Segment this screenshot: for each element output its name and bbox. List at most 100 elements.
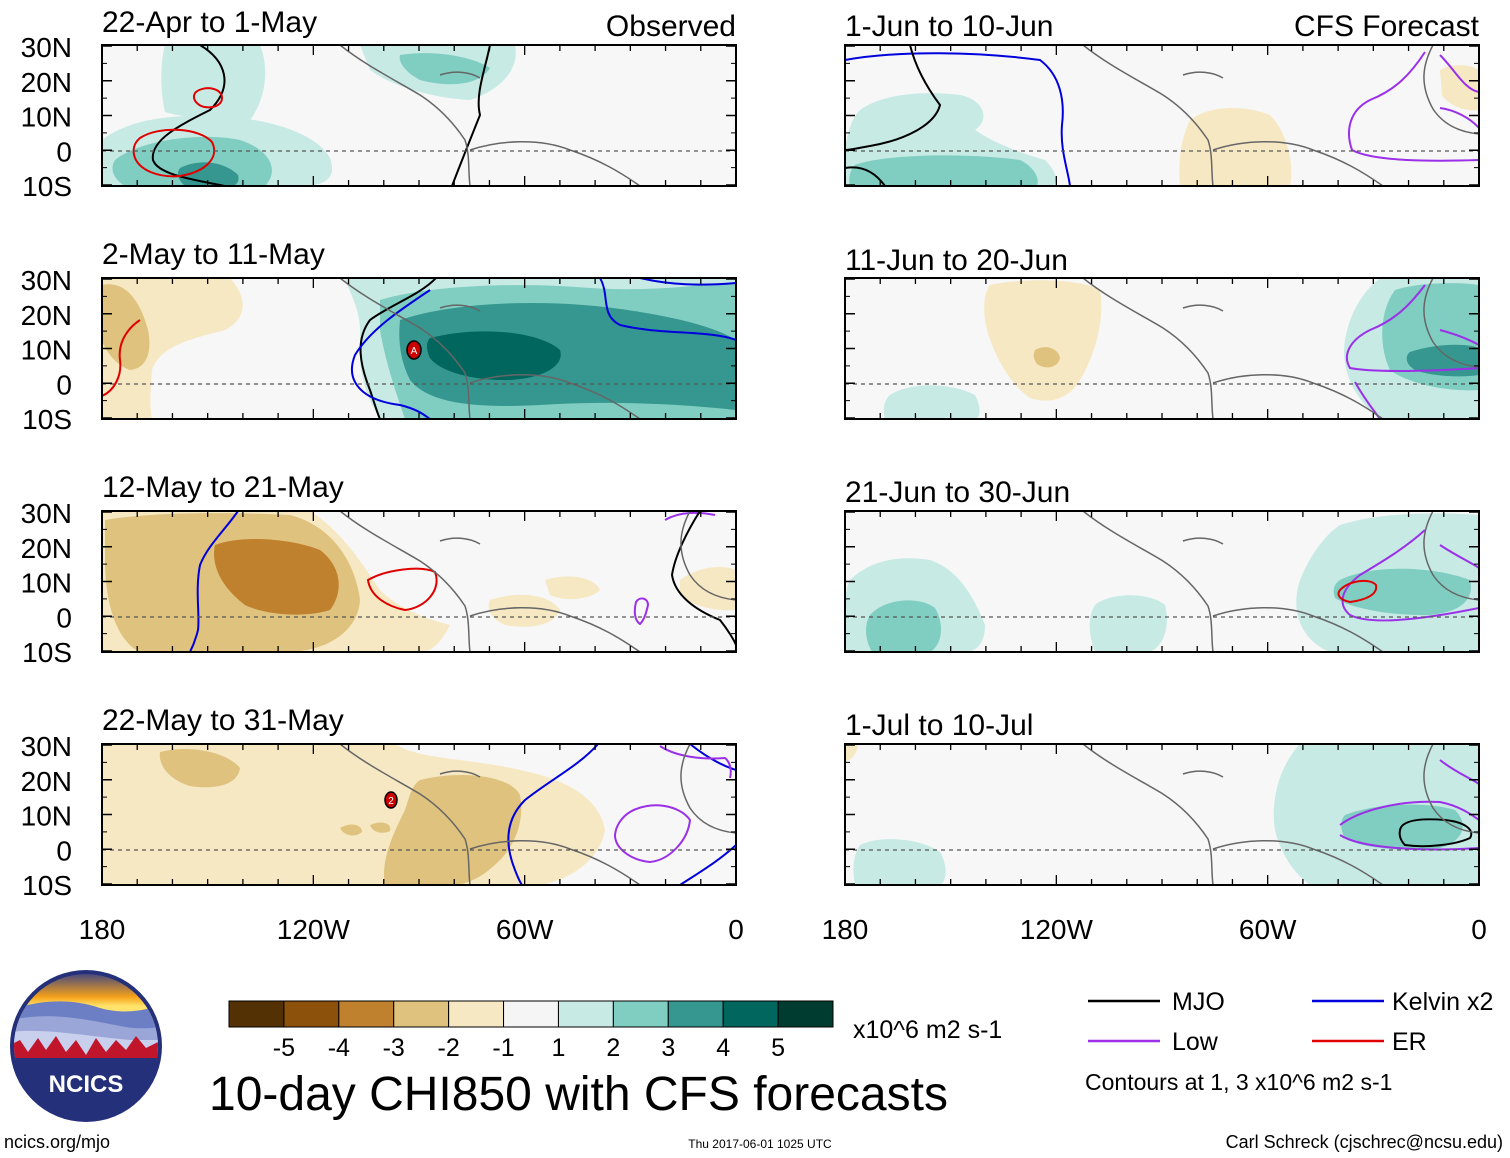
lat-tick-label: 30N bbox=[21, 265, 72, 296]
kelvin-contour bbox=[507, 744, 599, 885]
coastline bbox=[1082, 45, 1214, 186]
coastline bbox=[1423, 744, 1479, 834]
contour-note: Contours at 1, 3 x10^6 m2 s-1 bbox=[1085, 1069, 1392, 1095]
anomaly-negative bbox=[1440, 65, 1479, 111]
lon-tick-label: 120W bbox=[1020, 914, 1094, 945]
storm-symbol-label: 2 bbox=[388, 796, 394, 807]
coastline bbox=[1212, 840, 1384, 885]
colorbar-swatch bbox=[338, 1000, 395, 1028]
low-contour bbox=[664, 511, 716, 521]
site-url[interactable]: ncics.org/mjo bbox=[4, 1132, 110, 1152]
panel-title-forecast-1: 1-Jun to 10-Jun bbox=[845, 10, 1053, 43]
coastline bbox=[339, 511, 471, 652]
colorbar: -5 -4 -3 -2 -1 1 2 3 4 5 bbox=[228, 1000, 834, 1062]
colorbar-swatch bbox=[283, 1000, 340, 1028]
anomaly-positive bbox=[399, 53, 490, 85]
kelvin-contour bbox=[351, 289, 431, 419]
anomaly-positive bbox=[161, 45, 266, 120]
panel-title-observed-1: 22-Apr to 1-May bbox=[102, 6, 317, 39]
colorbar-label: -4 bbox=[328, 1034, 350, 1062]
timestamp: Thu 2017-06-01 1025 UTC bbox=[688, 1137, 832, 1151]
lon-tick-label: 60W bbox=[496, 914, 554, 945]
kelvin-contour bbox=[845, 52, 1071, 186]
map-panel-forecast-2 bbox=[844, 277, 1480, 420]
lat-tick-label: 10N bbox=[21, 568, 72, 599]
anomaly-negative bbox=[845, 744, 858, 762]
coastline bbox=[1182, 770, 1224, 778]
colorbar-units: x10^6 m2 s-1 bbox=[853, 1016, 1002, 1044]
anomaly-positive bbox=[883, 385, 980, 419]
anomaly-negative bbox=[159, 748, 240, 788]
map-panel-forecast-3 bbox=[844, 510, 1480, 653]
forecast-label: CFS Forecast bbox=[1294, 10, 1480, 43]
coastline bbox=[1182, 304, 1224, 312]
lon-tick-label: 0 bbox=[1471, 914, 1487, 945]
lat-tick-label: 10S bbox=[22, 637, 72, 668]
kelvin-contour bbox=[689, 744, 736, 771]
observed-label: Observed bbox=[606, 10, 736, 43]
lat-tick-label: 30N bbox=[21, 32, 72, 63]
colorbar-swatch bbox=[777, 1000, 834, 1028]
low-contour bbox=[1439, 54, 1479, 93]
lat-tick-label: 20N bbox=[21, 300, 72, 331]
anomaly-negative bbox=[488, 594, 560, 627]
low-contour bbox=[1341, 529, 1479, 622]
mjo-contour bbox=[670, 511, 736, 646]
low-contour bbox=[613, 804, 692, 864]
legend-label: ER bbox=[1392, 1028, 1427, 1056]
low-contour bbox=[1439, 329, 1479, 346]
coastline bbox=[439, 537, 481, 545]
anomaly-positive bbox=[1089, 595, 1167, 652]
map-panel-observed-4: 2 bbox=[101, 743, 737, 886]
coastline bbox=[1182, 71, 1224, 79]
anomaly-positive bbox=[866, 600, 942, 652]
anomaly-negative bbox=[545, 576, 600, 600]
map-panel-observed-3 bbox=[101, 510, 737, 653]
colorbar-swatch bbox=[228, 1000, 285, 1028]
lat-tick-label: 10N bbox=[21, 335, 72, 366]
coastline bbox=[469, 840, 641, 885]
colorbar-label: -1 bbox=[492, 1034, 514, 1062]
colorbar-swatch bbox=[722, 1000, 779, 1028]
anomaly-negative bbox=[1179, 108, 1292, 186]
lon-tick-label: 0 bbox=[728, 914, 744, 945]
colorbar-label: 2 bbox=[606, 1034, 620, 1062]
colorbar-label: -2 bbox=[438, 1034, 460, 1062]
colorbar-label: -3 bbox=[383, 1034, 405, 1062]
mjo-contour bbox=[359, 278, 437, 419]
ncics-logo: NCICS bbox=[10, 970, 162, 1122]
lat-tick-label: 20N bbox=[21, 766, 72, 797]
map-panel-observed-2: A bbox=[101, 277, 737, 420]
low-contour bbox=[1339, 800, 1479, 826]
colorbar-swatch bbox=[393, 1000, 450, 1028]
author-credit: Carl Schreck (cjschrec@ncsu.edu) bbox=[1226, 1132, 1503, 1152]
map-panel-observed-1 bbox=[101, 44, 737, 187]
logo-text: NCICS bbox=[49, 1071, 124, 1098]
coastline bbox=[680, 511, 736, 601]
low-contour bbox=[1348, 51, 1479, 162]
colorbar-label: 1 bbox=[552, 1034, 566, 1062]
lon-tick-label: 180 bbox=[79, 914, 126, 945]
panel-title-forecast-2: 11-Jun to 20-Jun bbox=[845, 244, 1068, 277]
panel-title-observed-4: 22-May to 31-May bbox=[102, 704, 344, 737]
coastline bbox=[339, 744, 471, 885]
lat-tick-label: 30N bbox=[21, 731, 72, 762]
coastline bbox=[439, 770, 481, 778]
colorbar-label: 4 bbox=[716, 1034, 730, 1062]
lat-tick-label: 30N bbox=[21, 498, 72, 529]
anomaly-negative bbox=[1033, 347, 1060, 368]
anomaly-negative bbox=[214, 538, 339, 615]
low-contour bbox=[633, 597, 650, 626]
colorbar-swatch bbox=[667, 1000, 724, 1028]
lat-tick-label: 0 bbox=[56, 369, 72, 400]
kelvin-contour bbox=[639, 278, 736, 286]
legend-label: MJO bbox=[1172, 988, 1225, 1016]
panel-title-observed-2: 2-May to 11-May bbox=[102, 238, 325, 271]
low-contour bbox=[1339, 834, 1479, 851]
coastline bbox=[1212, 141, 1384, 186]
er-contour bbox=[366, 567, 438, 612]
kelvin-contour bbox=[599, 278, 736, 341]
coastline bbox=[1212, 374, 1384, 419]
storm-symbol: 2 bbox=[384, 791, 398, 809]
